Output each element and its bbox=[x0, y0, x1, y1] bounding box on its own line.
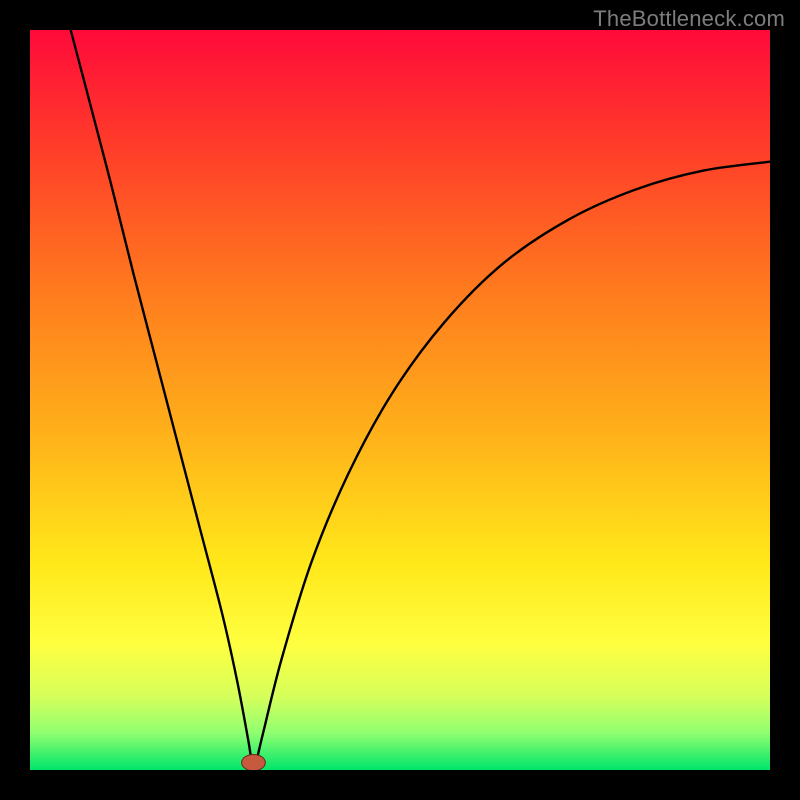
chart-frame: TheBottleneck.com bbox=[0, 0, 800, 800]
plot-area bbox=[30, 30, 770, 770]
plot-svg bbox=[30, 30, 770, 770]
optimum-marker bbox=[242, 754, 266, 770]
plot-background bbox=[30, 30, 770, 770]
watermark-text: TheBottleneck.com bbox=[593, 6, 785, 32]
